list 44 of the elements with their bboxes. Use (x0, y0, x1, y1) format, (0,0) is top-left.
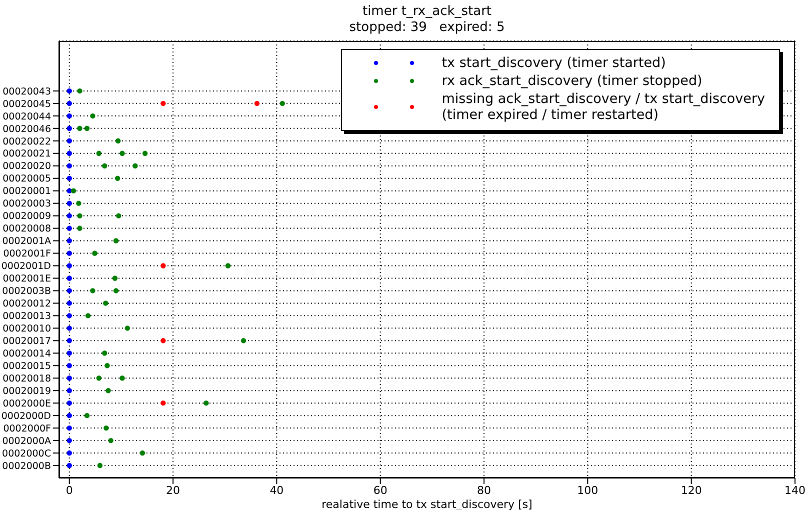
y-tick-label: 00020008 (2, 224, 51, 235)
y-tick-label: 00020020 (2, 161, 51, 172)
y-tick-label: 00020012 (2, 298, 51, 310)
y-tick-label: 0002000C (2, 448, 52, 460)
x-tick-label: 140 (784, 484, 806, 497)
y-tick-label: 0002001A (2, 236, 52, 248)
y-tick-label: 0002003B (2, 286, 51, 298)
x-tick-label: 120 (680, 484, 702, 497)
y-tick-label: 0002000A (2, 436, 52, 447)
y-tick-label: 00020010 (2, 324, 51, 335)
y-tick-label: 00020014 (2, 348, 51, 360)
y-tick-label: 0002001F (3, 248, 51, 260)
x-tick-label: 60 (373, 484, 388, 497)
x-tick-label: 0 (66, 484, 73, 497)
chart-title: timer t_rx_ack_start (361, 4, 493, 20)
y-tick-label: 00020001 (2, 186, 51, 198)
y-tick-label: 00020015 (2, 361, 51, 372)
y-tick-label: 0002000D (1, 410, 51, 422)
y-tick-label: 0002000B (2, 460, 51, 472)
y-tick-label: 00020046 (2, 124, 51, 135)
y-tick-label: 00020021 (2, 148, 51, 160)
legend-label: missing ack_start_discovery / tx start_discovery (timer expired / timer restarted) (442, 91, 765, 123)
y-tick-label: 00020005 (2, 174, 51, 185)
y-tick-label: 0002000F (3, 423, 51, 434)
y-tick-label: 00020043 (2, 86, 51, 98)
y-tick-label: 00020044 (2, 111, 51, 122)
legend-label: tx start_discovery (timer started) (442, 55, 666, 71)
y-tick-label: 00020003 (2, 198, 51, 210)
x-tick-label: 40 (270, 484, 284, 497)
legend-label: rx ack_start_discovery (timer stopped) (442, 73, 702, 89)
y-tick-label: 00020013 (2, 311, 51, 322)
y-tick-label: 00020022 (2, 136, 51, 148)
x-tick-label: 100 (577, 484, 598, 497)
y-tick-label: 00020009 (2, 211, 51, 222)
y-tick-label: 0002001D (1, 261, 51, 272)
chart-subtitle: stopped: 39 expired: 5 (348, 20, 506, 36)
y-tick-label: 00020045 (2, 98, 51, 110)
x-tick-label: 20 (166, 484, 180, 497)
y-tick-label: 0002001E (2, 274, 51, 285)
x-tick-label: 80 (477, 484, 492, 497)
y-tick-label: 00020019 (2, 386, 51, 397)
y-tick-label: 00020018 (2, 373, 51, 384)
y-tick-label: 0002000E (2, 398, 51, 410)
y-tick-label: 00020017 (2, 336, 51, 348)
